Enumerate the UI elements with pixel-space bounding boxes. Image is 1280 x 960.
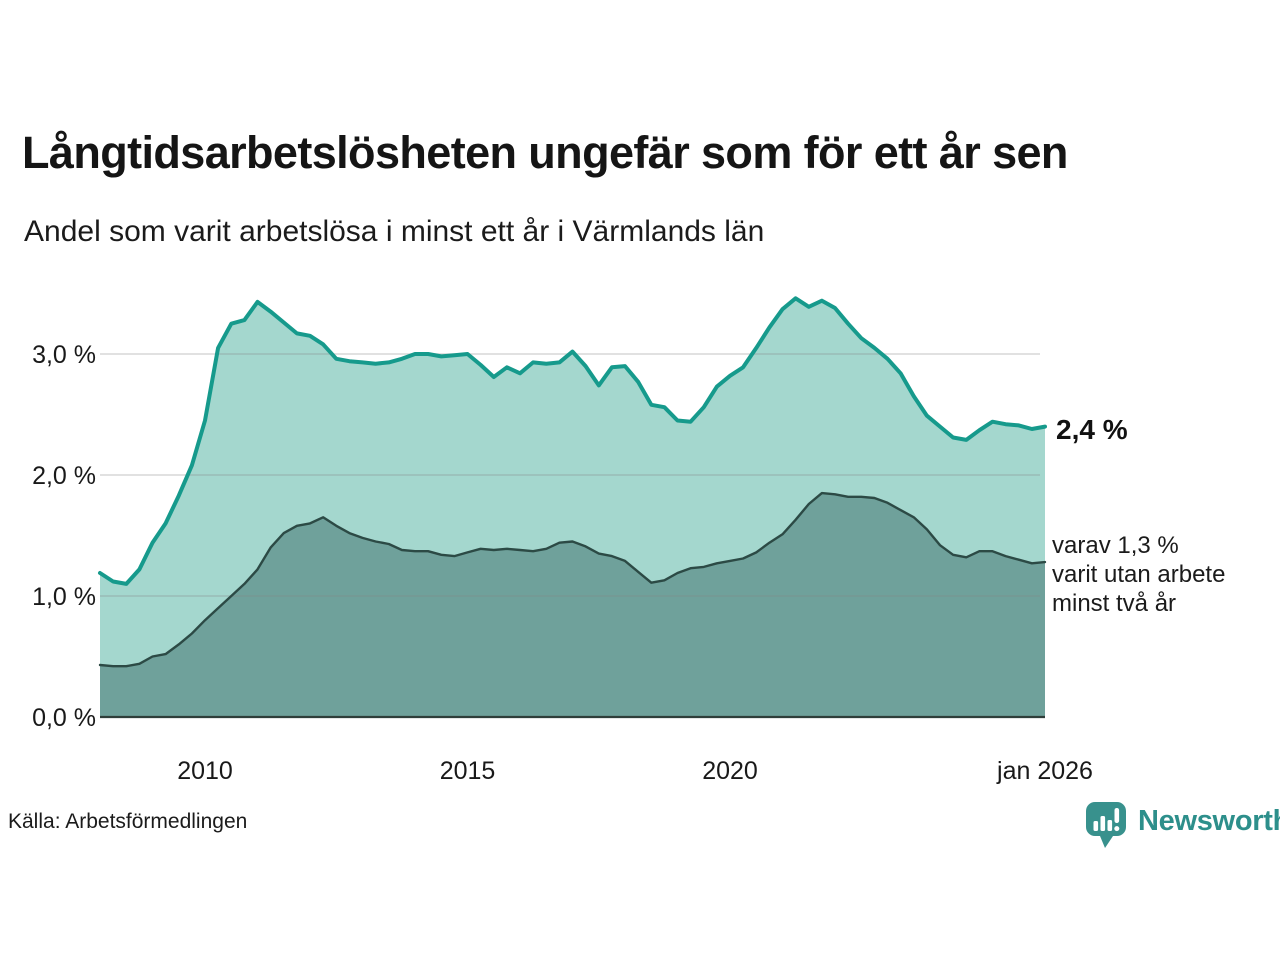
- line-series-1: [98, 491, 1047, 668]
- y-tick-label: 2,0 %: [32, 462, 96, 490]
- page-title: Långtidsarbetslösheten ungefär som för e…: [22, 127, 1068, 178]
- secondary-value-annotation: varav 1,3 % varit utan arbete minst två …: [1052, 532, 1226, 617]
- area-series-1: [100, 493, 1045, 717]
- brand-name: Newsworthy: [1138, 805, 1280, 837]
- latest-value-label: 2,4 %: [1056, 414, 1128, 445]
- line-series-0: [98, 296, 1047, 586]
- x-tick-label: 2015: [440, 757, 496, 785]
- x-tick-label: 2010: [177, 757, 233, 785]
- brand-logo: Newsworthy: [1084, 800, 1280, 850]
- chart-areas: [100, 298, 1045, 717]
- chart-series-lines: [98, 296, 1047, 719]
- page-subtitle: Andel som varit arbetslösa i minst ett å…: [24, 215, 765, 248]
- y-tick-label: 3,0 %: [32, 341, 96, 369]
- y-tick-label: 0,0 %: [32, 704, 96, 732]
- x-tick-label: 2020: [702, 757, 758, 785]
- y-tick-label: 1,0 %: [32, 583, 96, 611]
- y-axis-tick-labels: 0,0 % 1,0 % 2,0 % 3,0 %: [32, 341, 96, 732]
- newsworthy-chart-bubble-icon: [1086, 802, 1126, 848]
- x-tick-label: jan 2026: [996, 757, 1093, 785]
- source-note: Källa: Arbetsförmedlingen: [8, 810, 248, 833]
- x-axis-tick-labels: 2010 2015 2020 jan 2026: [177, 757, 1093, 785]
